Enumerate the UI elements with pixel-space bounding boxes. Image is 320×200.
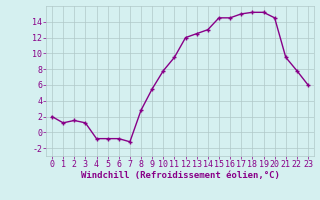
X-axis label: Windchill (Refroidissement éolien,°C): Windchill (Refroidissement éolien,°C) (81, 171, 279, 180)
